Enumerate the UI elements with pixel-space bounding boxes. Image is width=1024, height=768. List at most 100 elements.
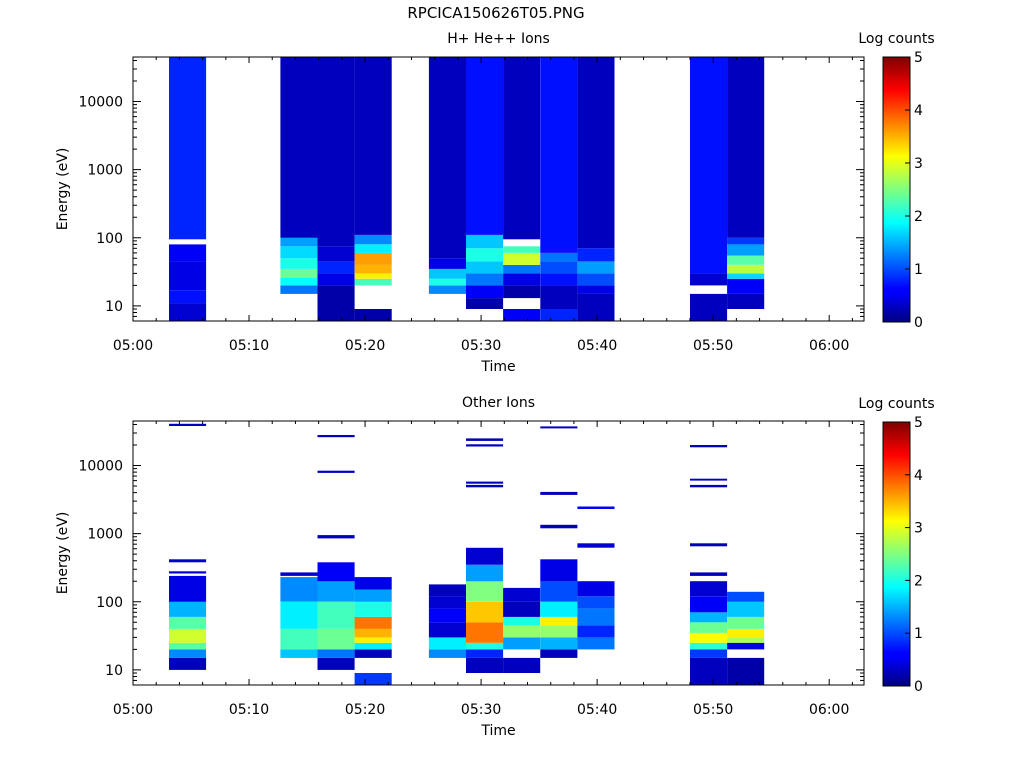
heatmap-cell (466, 444, 504, 447)
heatmap-cell (540, 491, 578, 495)
heatmap-cell (169, 303, 207, 321)
x-tick-label: 05:10 (229, 702, 269, 718)
figure-title: RPCICA150626T05.PNG (407, 4, 585, 22)
heatmap-cell (354, 616, 392, 629)
y-tick-label: 1000 (87, 163, 123, 179)
heatmap-cell (577, 637, 615, 650)
heatmap-cell (354, 309, 392, 321)
y-tick-label: 10000 (78, 459, 123, 475)
heatmap-cell (577, 596, 615, 609)
heatmap-cell (280, 601, 318, 629)
colorbar-tick-label: 0 (914, 679, 923, 695)
heatmap-cell (727, 244, 765, 256)
panel-title: H+ He++ Ions (447, 31, 550, 47)
heatmap-cell (428, 285, 466, 294)
heatmap-cell (317, 649, 355, 658)
heatmap-cell (466, 248, 504, 262)
heatmap-cell (466, 564, 504, 582)
heatmap-cell (727, 628, 765, 638)
heatmap-cell (727, 642, 765, 650)
heatmap-cell (354, 244, 392, 253)
x-tick-label: 06:00 (809, 338, 849, 354)
heatmap-cell (280, 57, 318, 238)
panel-title: Other Ions (462, 395, 535, 411)
heatmap-cell (354, 637, 392, 643)
heatmap-cell (280, 649, 318, 658)
heatmap-cell (503, 637, 541, 650)
heatmap-cell (577, 57, 615, 249)
heatmap-cell (280, 628, 318, 650)
x-tick-label: 05:30 (461, 338, 501, 354)
heatmap-cell (169, 601, 207, 617)
heatmap-cell (354, 589, 392, 602)
heatmap-cell (354, 273, 392, 279)
x-tick-label: 05:30 (461, 702, 501, 718)
heatmap-cell (428, 278, 466, 286)
heatmap-cell (428, 57, 466, 259)
heatmap-cell (317, 57, 355, 247)
heatmap-cell (690, 632, 728, 643)
heatmap-cell (466, 622, 504, 643)
heatmap-cell (169, 628, 207, 643)
heatmap-cell (280, 572, 318, 576)
y-tick-label: 10 (105, 299, 123, 315)
heatmap-cell (354, 252, 392, 265)
x-tick-label: 05:40 (577, 702, 617, 718)
spectrogram-panel-2: 05:00 05:10 05:20 05:30 05:40 05:50 06:0010100… (55, 395, 935, 739)
colorbar-tick-label: 3 (914, 521, 923, 537)
heatmap-cell (466, 649, 504, 658)
heatmap-cell (503, 246, 541, 253)
colorbar-tick-label: 4 (914, 103, 923, 119)
heatmap-cell (466, 484, 504, 488)
heatmap-cell (317, 628, 355, 650)
heatmap-cell (727, 616, 765, 629)
heatmap-cell (727, 264, 765, 274)
heatmap-cell (169, 642, 207, 650)
heatmap-cell (169, 290, 207, 304)
heatmap-cell (317, 657, 355, 670)
heatmap-cell (317, 273, 355, 286)
heatmap-cell (540, 601, 578, 617)
heatmap-cell (466, 438, 504, 441)
colorbar: Log counts 0 1 2 3 4 5 (858, 31, 934, 331)
heatmap-cell (466, 234, 504, 249)
heatmap-cell (503, 264, 541, 274)
heatmap-cell (540, 261, 578, 274)
x-tick-label: 05:40 (577, 338, 617, 354)
heatmap-cell (727, 237, 765, 245)
heatmap-cell (577, 293, 615, 321)
heatmap-cell (428, 596, 466, 609)
colorbar-tick-label: 5 (914, 415, 923, 431)
x-tick-label: 05:10 (229, 338, 269, 354)
heatmap-cell (503, 252, 541, 265)
heatmap-cell (280, 268, 318, 278)
y-axis-label: Energy (eV) (55, 148, 71, 231)
heatmap-cell (727, 255, 765, 265)
heatmap-cell (169, 423, 207, 426)
x-tick-label: 05:00 (113, 702, 153, 718)
x-tick-label: 05:20 (345, 338, 385, 354)
x-axis-label: Time (480, 723, 515, 739)
heatmap-cell (577, 581, 615, 597)
heatmap-cell (540, 285, 578, 309)
y-tick-label: 1000 (87, 527, 123, 543)
heatmap-cell (354, 673, 392, 685)
heatmap-cell (466, 601, 504, 623)
heatmap-cell (690, 484, 728, 488)
heatmap-cell (540, 426, 578, 429)
colorbar-tick-label: 2 (914, 573, 923, 589)
heatmap-cell (577, 273, 615, 286)
heatmap-cell (428, 268, 466, 279)
heatmap-cell (169, 616, 207, 629)
plot-frame (132, 420, 865, 686)
heatmap-cell (690, 642, 728, 650)
heatmap-cell (466, 547, 504, 565)
heatmap-cell (280, 277, 318, 286)
x-tick-label: 05:50 (693, 702, 733, 718)
heatmap-cell (690, 478, 728, 481)
colorbar-label: Log counts (858, 396, 934, 412)
heatmap-cell (690, 543, 728, 547)
heatmap-cell (540, 625, 578, 638)
heatmap-cell (354, 628, 392, 638)
